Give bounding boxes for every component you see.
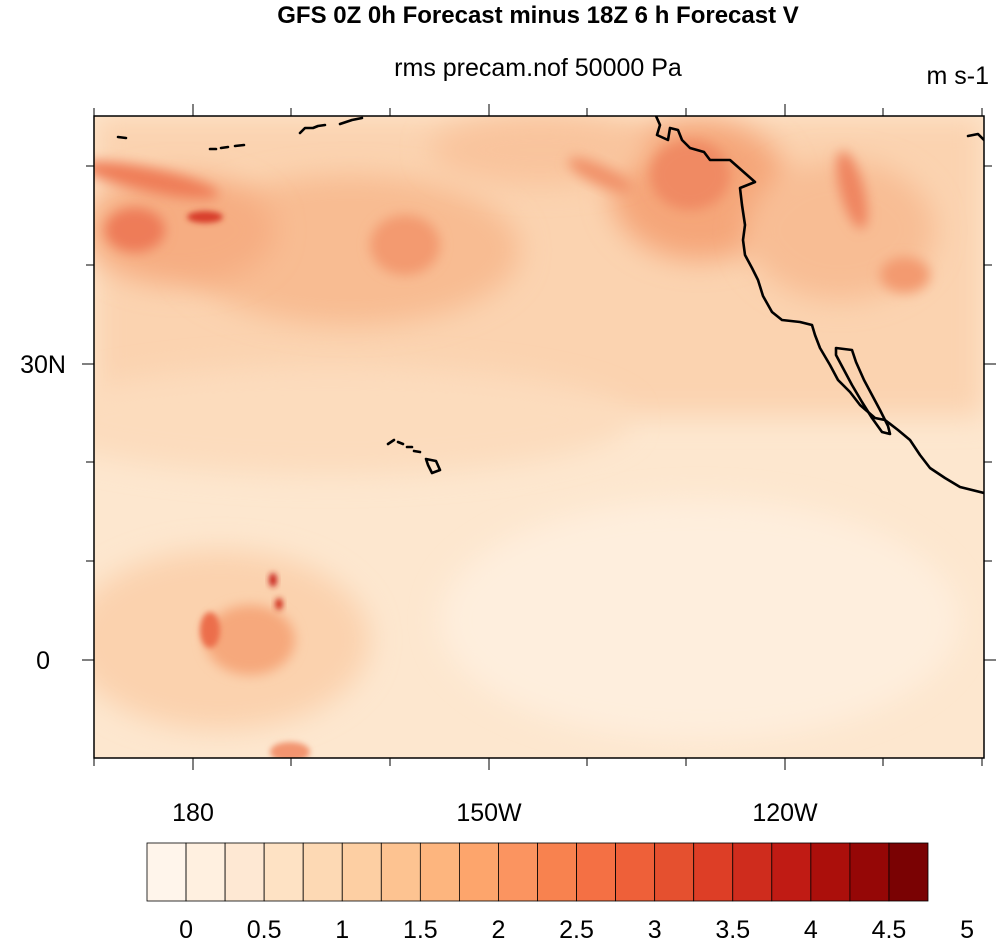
colorbar-boxes [146,842,929,902]
colorbar-box [537,842,577,902]
colorbar-box [302,842,343,902]
colorbar-box [341,842,382,902]
colorbar-label: 3.5 [715,916,750,944]
colorbar-box [146,842,187,902]
colorbar-box [185,842,226,902]
colorbar-box [888,842,929,902]
lon-label-150w: 150W [456,799,522,827]
hawaiian-islands [386,438,442,475]
colorbar-label: 4 [804,916,818,944]
colorbar-label: 2.5 [559,916,594,944]
colorbar-box [380,842,421,902]
colorbar-box [458,842,499,902]
colorbar-box [419,842,460,902]
colorbar-box [263,842,304,902]
colorbar-label: 1 [335,916,349,944]
colorbar-box [693,842,734,902]
colorbar-box [576,842,616,902]
colorbar-box [615,842,656,902]
lat-label-30n: 30N [20,351,66,379]
colorbar-box [654,842,695,902]
map-ticks [82,104,996,770]
baja-california-outline [834,346,892,436]
colorbar-label: 0.5 [247,916,282,944]
lat-label-0: 0 [36,647,50,675]
lon-tick-labels: 180 150W 120W [172,799,818,827]
chart-subtitle: rms precam.nof 50000 Pa [394,54,682,82]
colorbar-label: 0 [179,916,193,944]
colorbar: 0 0.5 1 1.5 2 2.5 3 3.5 4 4.5 5 [146,842,974,944]
colorbar-box [849,842,890,902]
chart-title: GFS 0Z 0h Forecast minus 18Z 6 h Forecas… [277,2,799,29]
colorbar-label: 3 [648,916,662,944]
north-america-coastline [654,116,984,495]
colorbar-box [810,842,851,902]
lon-label-120w: 120W [752,799,818,827]
coastlines [116,116,984,495]
colorbar-label: 1.5 [403,916,438,944]
map-frame [93,115,985,759]
units-label: m s-1 [927,62,990,90]
lon-label-180: 180 [172,799,214,827]
colorbar-label: 2 [491,916,505,944]
aleutian-islands [116,116,364,151]
colorbar-box [224,842,265,902]
lat-tick-labels: 30N 0 [20,351,66,675]
colorbar-box [732,842,773,902]
map-area: 180 150W 120W 30N 0 [20,104,996,827]
field-shading [94,116,984,758]
colorbar-labels: 0 0.5 1 1.5 2 2.5 3 3.5 4 4.5 5 [179,916,974,944]
colorbar-label: 4.5 [872,916,907,944]
colorbar-label: 5 [960,916,974,944]
colorbar-box [498,842,538,902]
alaska-panhandle-coastline [966,132,984,142]
colorbar-box [771,842,812,902]
